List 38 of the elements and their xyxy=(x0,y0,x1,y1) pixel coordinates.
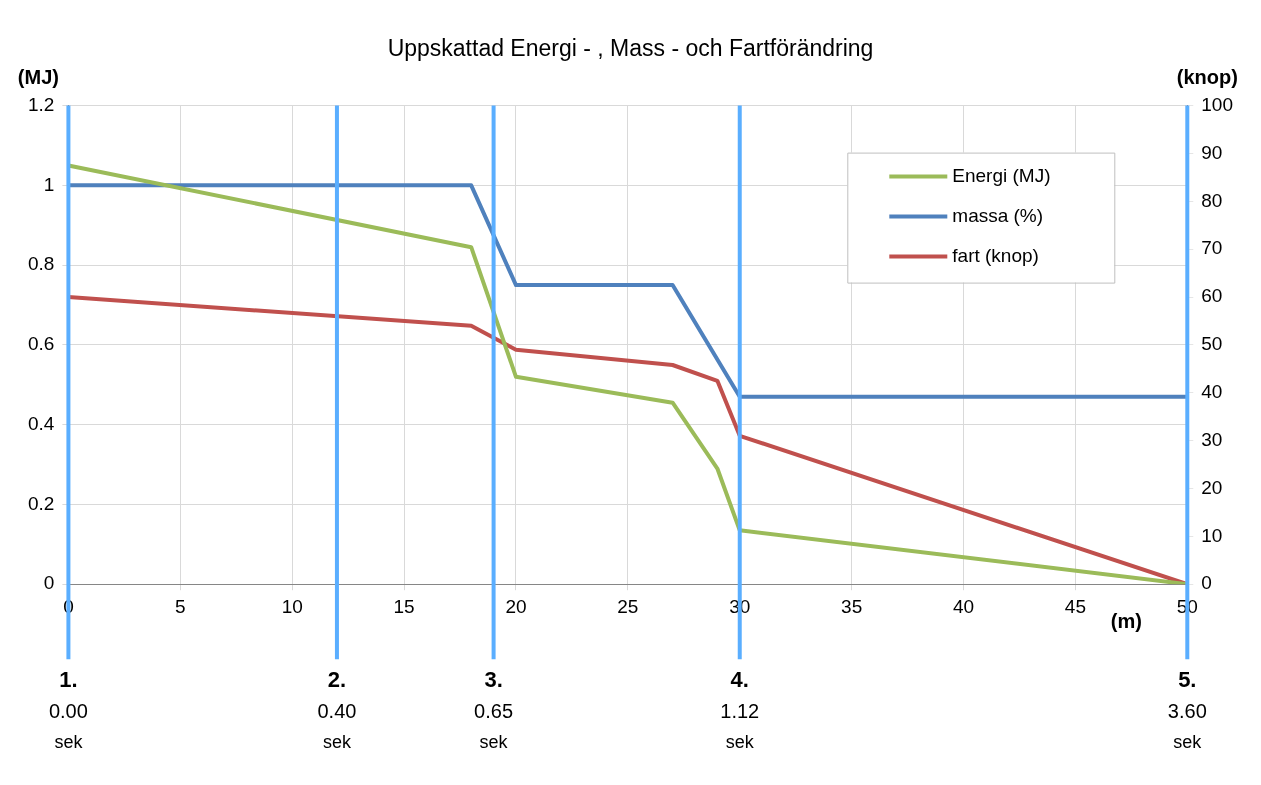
y2-tick-label: 10 xyxy=(1201,524,1223,546)
y-tick-label: 0.2 xyxy=(27,492,55,514)
y2-tick-label: 90 xyxy=(1201,141,1223,163)
x-tick-label: 40 xyxy=(952,595,975,617)
x-tick-label: 10 xyxy=(281,595,303,617)
y-axis-title: (MJ) xyxy=(17,66,59,89)
legend-label: fart (knop) xyxy=(952,244,1039,266)
ref-line-label: 4. 1.12 sek xyxy=(720,667,760,753)
y2-tick-label: 40 xyxy=(1201,380,1223,402)
y2-axis-title: (knop) xyxy=(1176,66,1238,89)
y-tick-label: 1 xyxy=(43,173,55,195)
x-tick-label: 15 xyxy=(393,595,415,617)
y2-tick-label: 100 xyxy=(1201,93,1233,115)
y2-tick-label: 70 xyxy=(1201,237,1223,259)
y-tick-label: 0.4 xyxy=(27,412,55,434)
ref-line-label: 5. 3.60 sek xyxy=(1167,667,1207,753)
y2-tick-label: 50 xyxy=(1201,333,1223,355)
y-tick-label: 0.6 xyxy=(27,333,55,355)
y-tick-label: 1.2 xyxy=(27,93,55,115)
legend-label: massa (%) xyxy=(952,204,1044,226)
chart-title: Uppskattad Energi - , Mass - och Fartförändring xyxy=(387,35,874,62)
x-tick-label: 45 xyxy=(1064,595,1086,617)
x-axis-title: (m) xyxy=(1110,609,1142,632)
ref-line-label: 2. 0.40 sek xyxy=(317,667,357,753)
y-tick-label: 0.8 xyxy=(27,253,55,275)
y2-tick-label: 0 xyxy=(1201,572,1212,594)
y2-tick-label: 80 xyxy=(1201,189,1223,211)
y-tick-label: 0 xyxy=(43,572,55,594)
x-tick-label: 20 xyxy=(505,595,527,617)
x-tick-label: 25 xyxy=(617,595,639,617)
y2-tick-label: 20 xyxy=(1201,476,1223,498)
y2-tick-label: 30 xyxy=(1201,428,1223,450)
legend-label: Energi (MJ) xyxy=(952,164,1051,186)
ref-line-label: 1. 0.00 sek xyxy=(48,667,88,753)
ref-line-label: 3. 0.65 sek xyxy=(474,667,514,753)
x-tick-label: 35 xyxy=(841,595,863,617)
x-tick-label: 5 xyxy=(175,595,186,617)
y2-tick-label: 60 xyxy=(1201,285,1223,307)
